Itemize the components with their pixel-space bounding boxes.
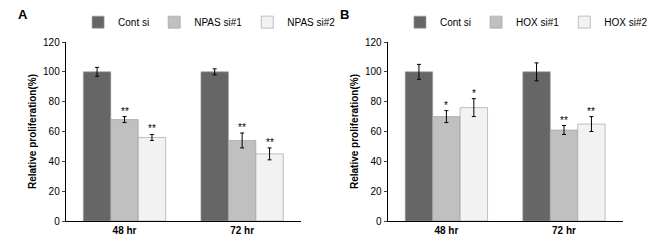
svg-text:Relative proliferation(%): Relative proliferation(%) [349,74,360,189]
svg-text:**: ** [560,115,568,126]
svg-text:*: * [472,88,476,99]
svg-text:Relative proliferation(%): Relative proliferation(%) [27,74,38,189]
svg-text:60: 60 [370,126,382,137]
svg-text:100: 100 [43,66,60,77]
svg-text:72 hr: 72 hr [552,225,576,236]
svg-text:20: 20 [49,186,61,197]
svg-text:0: 0 [376,216,382,227]
svg-text:**: ** [121,106,129,117]
svg-text:0: 0 [54,216,60,227]
svg-text:80: 80 [49,96,61,107]
svg-text:72 hr: 72 hr [230,225,254,236]
svg-text:**: ** [266,137,274,148]
svg-text:40: 40 [49,156,61,167]
svg-text:80: 80 [370,96,382,107]
svg-text:NPAS si#1: NPAS si#1 [194,17,242,28]
svg-text:*: * [444,100,448,111]
svg-text:120: 120 [43,37,60,48]
svg-text:Cont si: Cont si [118,17,149,28]
svg-text:60: 60 [49,126,61,137]
svg-text:100: 100 [365,66,382,77]
svg-text:HOX si#2: HOX si#2 [604,17,647,28]
svg-text:NPAS si#2: NPAS si#2 [287,17,335,28]
svg-text:20: 20 [370,186,382,197]
svg-text:**: ** [587,106,595,117]
svg-text:**: ** [238,122,246,133]
svg-text:B: B [340,7,349,22]
svg-text:A: A [18,7,28,22]
svg-text:Cont si: Cont si [440,17,471,28]
svg-text:48 hr: 48 hr [113,225,137,236]
svg-text:HOX si#1: HOX si#1 [516,17,559,28]
svg-text:48 hr: 48 hr [434,225,458,236]
svg-text:120: 120 [365,37,382,48]
svg-text:40: 40 [370,156,382,167]
svg-text:**: ** [148,123,156,134]
